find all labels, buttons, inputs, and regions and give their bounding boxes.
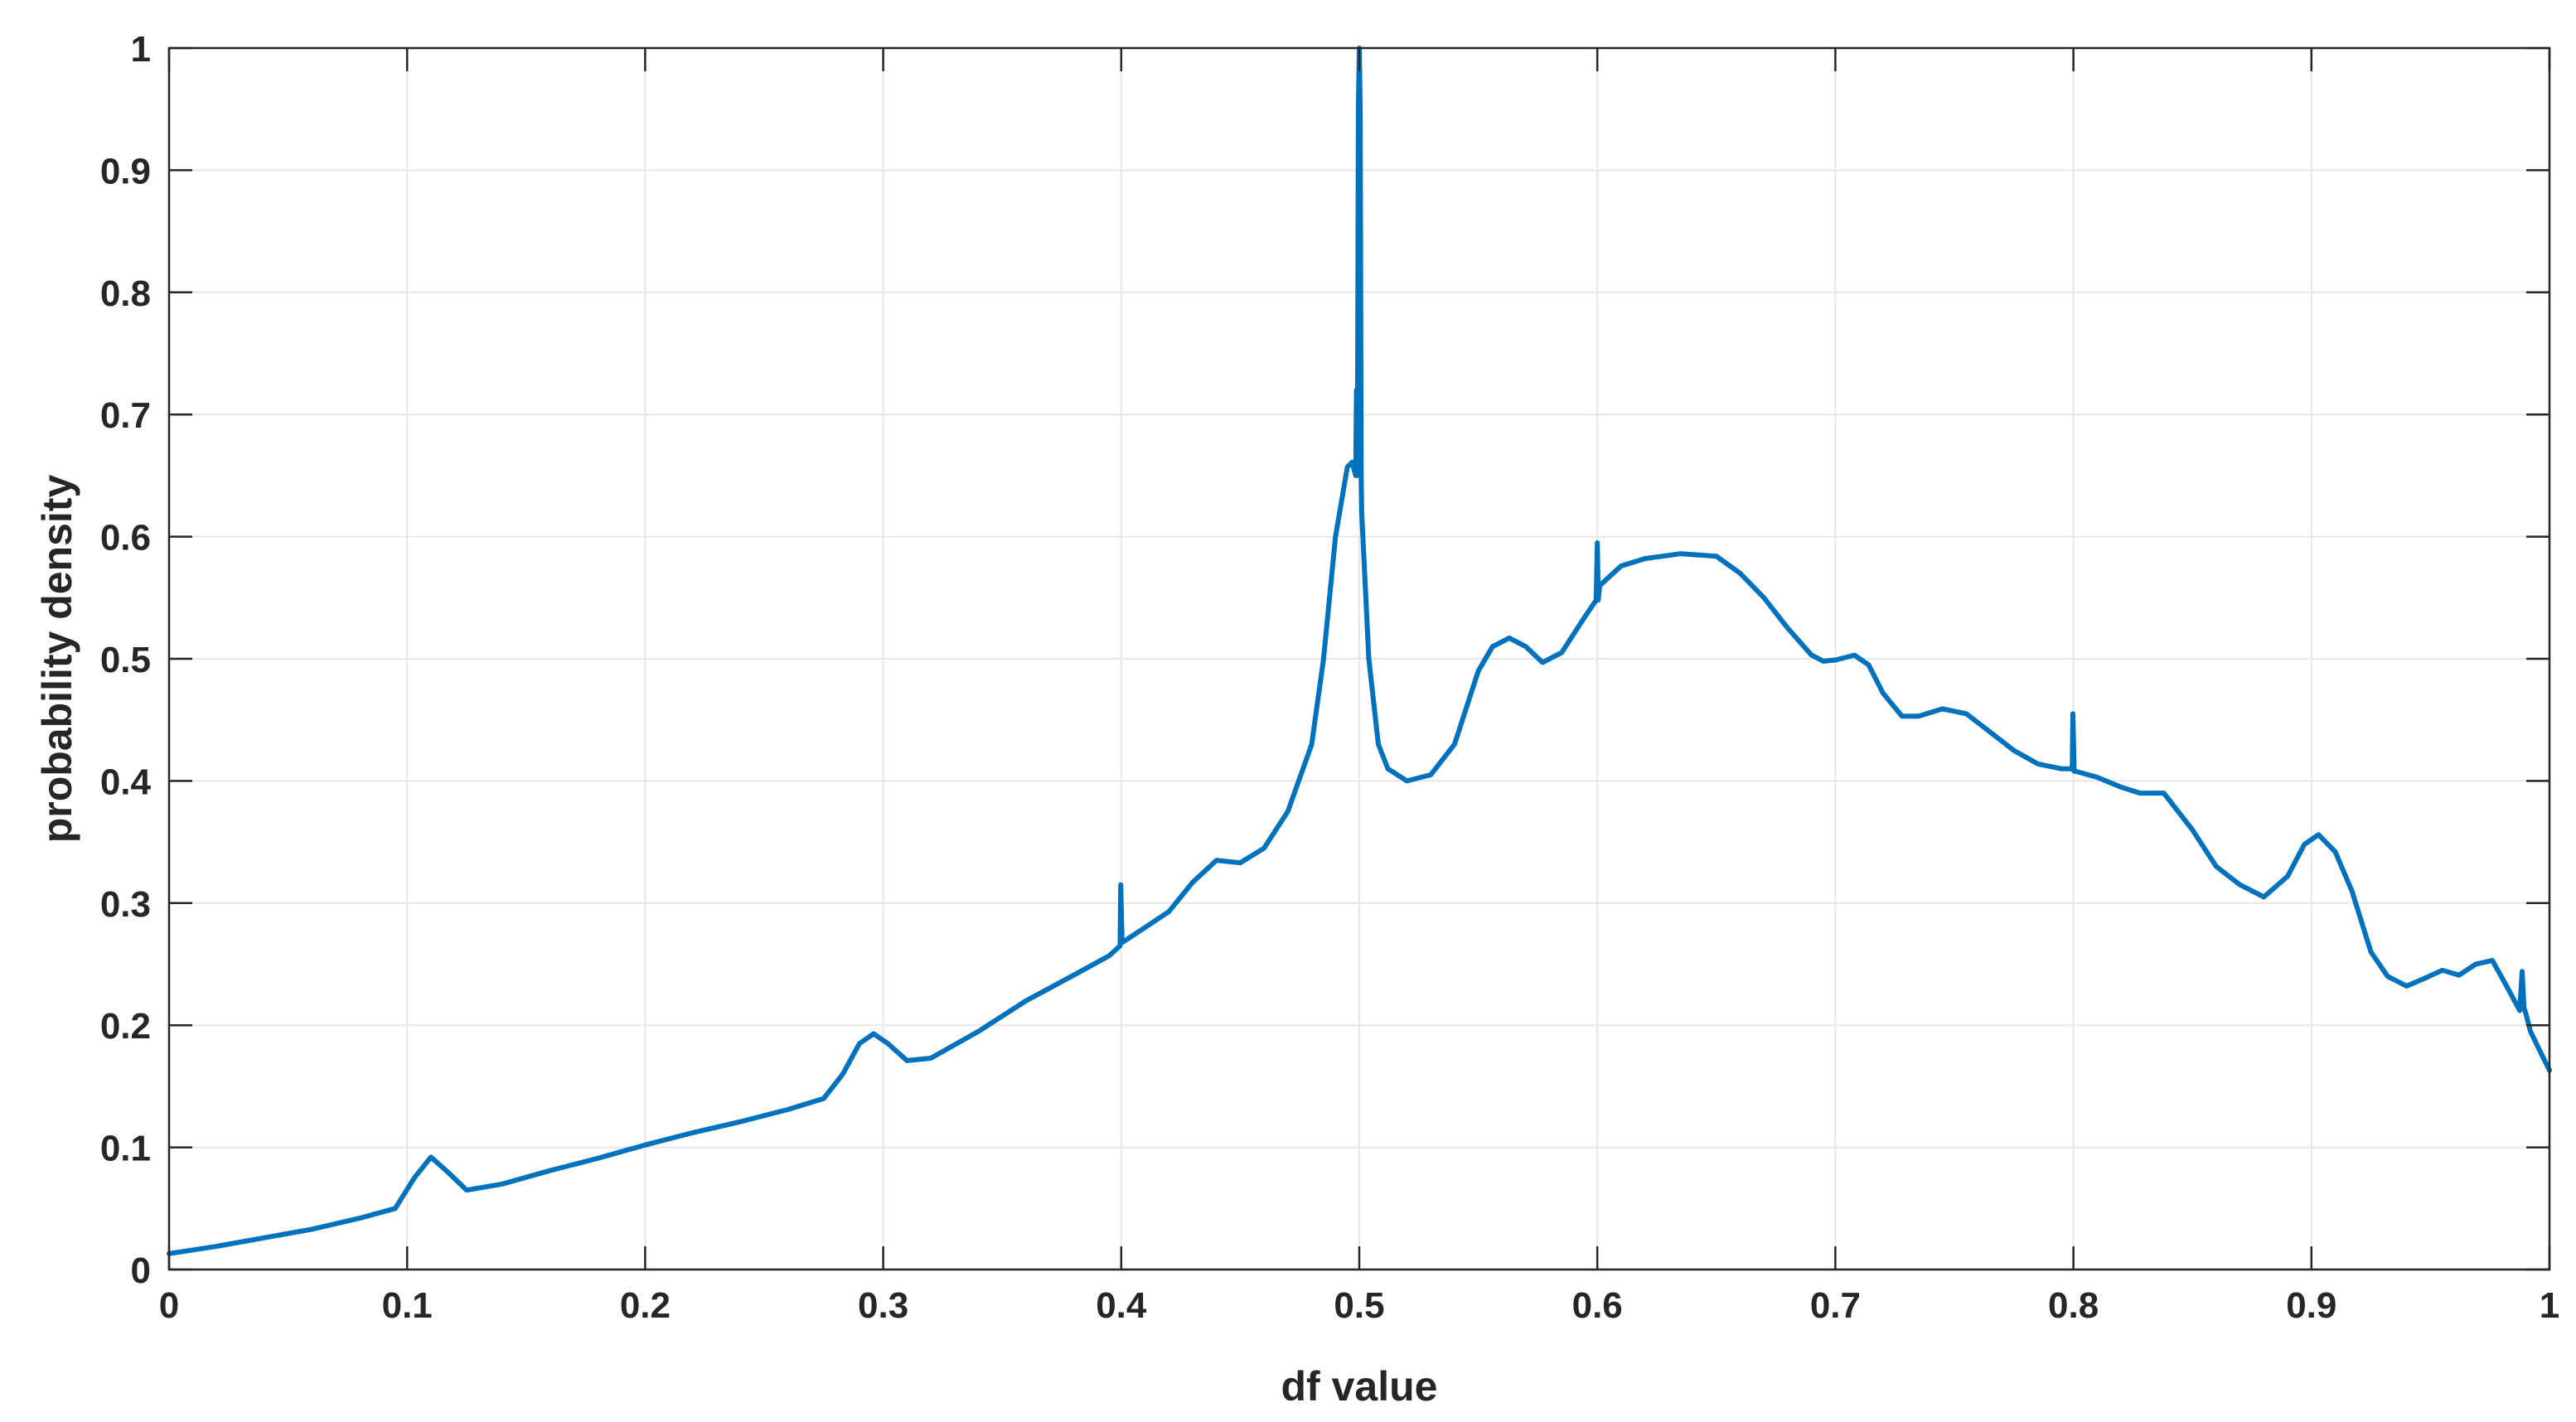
y-tick-label: 0 [131,1250,151,1291]
series-layer [167,46,2552,1256]
y-tick-label: 0.4 [100,762,152,802]
x-tick-label: 0.6 [1572,1285,1623,1326]
y-tick-label: 0.3 [100,884,151,925]
y-axis-label: probability density [34,475,80,844]
y-tick-label: 0.6 [100,518,151,559]
y-tick-label: 0.5 [100,640,151,680]
x-tick-label: 0.9 [2286,1285,2336,1326]
x-tick-label: 0.4 [1096,1285,1147,1326]
axis-ticks [167,46,2551,1271]
x-tick-label: 0.7 [1810,1285,1861,1326]
y-tick-label: 0.9 [100,151,151,191]
x-tick-label: 0.5 [1334,1285,1384,1326]
x-tick-label: 0.2 [620,1285,671,1326]
x-tick-label: 0.8 [2048,1285,2099,1326]
density-series-line [167,46,2552,1256]
y-tick-label: 0.1 [100,1129,151,1169]
x-tick-label: 0.1 [382,1285,433,1326]
x-tick-label: 0.3 [858,1285,908,1326]
y-tick-labels: 0 0.1 0.2 0.3 0.4 0.5 0.6 0.7 0.8 0.9 1 [100,29,152,1291]
x-tick-label: 0 [159,1285,179,1326]
x-tick-label: 1 [2540,1285,2559,1326]
y-tick-label: 0.8 [100,273,151,314]
y-tick-label: 1 [131,29,151,70]
y-tick-label: 0.7 [100,395,151,436]
x-axis-label: df value [1281,1363,1438,1410]
x-tick-labels: 0 0.1 0.2 0.3 0.4 0.5 0.6 0.7 0.8 0.9 1 [159,1285,2559,1326]
y-tick-label: 0.2 [100,1006,151,1047]
